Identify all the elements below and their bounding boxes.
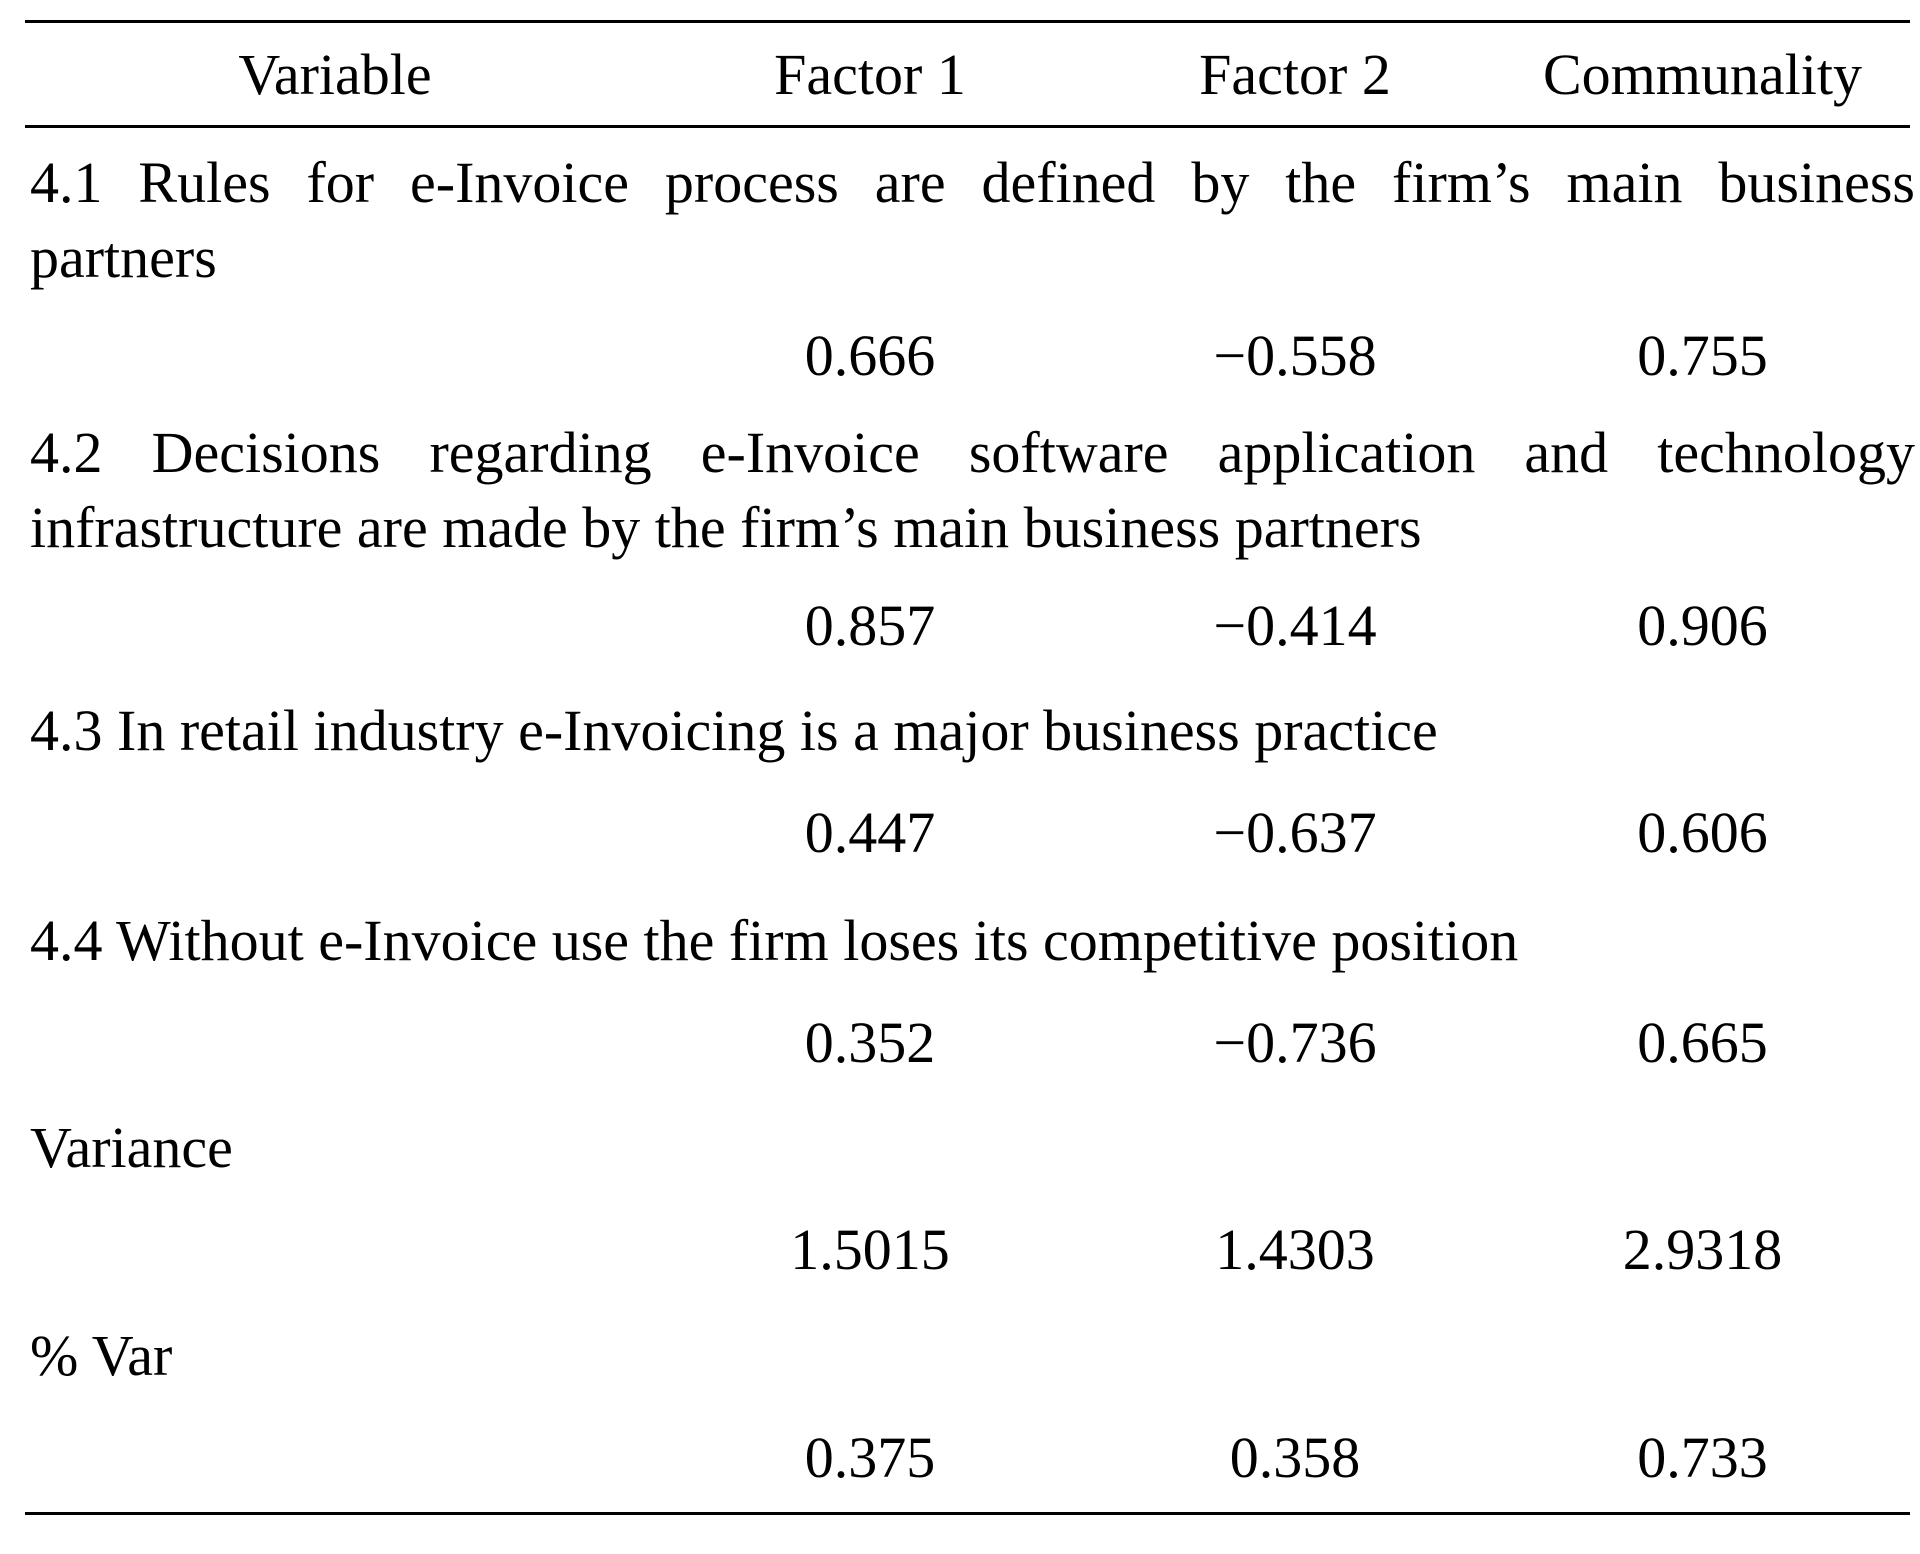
header-factor-1: Factor 1 bbox=[774, 42, 966, 107]
header-factor-2: Factor 2 bbox=[1199, 42, 1391, 107]
table-bottom-rule bbox=[25, 1512, 1910, 1515]
variance-communality: 2.9318 bbox=[1622, 1217, 1783, 1282]
row-4-2-factor-1: 0.857 bbox=[804, 593, 936, 658]
row-4-4-factor-1: 0.352 bbox=[804, 1010, 936, 1075]
row-label-4-2-line2: infrastructure are made by the firm’s ma… bbox=[30, 495, 1422, 560]
row-4-3-factor-1: 0.447 bbox=[804, 800, 936, 865]
row-4-3-communality: 0.606 bbox=[1637, 800, 1768, 865]
row-4-1-factor-1: 0.666 bbox=[804, 323, 936, 388]
row-4-1-factor-2: −0.558 bbox=[1213, 323, 1377, 388]
row-label-variance: Variance bbox=[30, 1115, 233, 1180]
table-row: 0.666 −0.558 0.755 bbox=[25, 318, 1910, 393]
table-row: 0.447 −0.637 0.606 bbox=[25, 795, 1910, 870]
row-4-4-factor-2: −0.736 bbox=[1213, 1010, 1377, 1075]
row-label-percent-var: % Var bbox=[30, 1323, 173, 1388]
row-4-2-communality: 0.906 bbox=[1637, 593, 1768, 658]
table-row: 0.857 −0.414 0.906 bbox=[25, 588, 1910, 663]
percent-var-factor-2: 0.358 bbox=[1229, 1425, 1361, 1490]
row-4-2-factor-2: −0.414 bbox=[1213, 593, 1377, 658]
row-4-1-communality: 0.755 bbox=[1637, 323, 1768, 388]
percent-var-communality: 0.733 bbox=[1637, 1425, 1768, 1490]
percent-var-factor-1: 0.375 bbox=[804, 1425, 936, 1490]
row-label-4-1-line2: partners bbox=[30, 225, 217, 290]
row-label-4-4: 4.4 Without e-Invoice use the firm loses… bbox=[30, 908, 1519, 973]
row-4-3-factor-2: −0.637 bbox=[1213, 800, 1377, 865]
variance-factor-2: 1.4303 bbox=[1215, 1217, 1375, 1282]
table-row: 1.5015 1.4303 2.9318 bbox=[25, 1212, 1910, 1287]
table-top-rule bbox=[25, 20, 1910, 23]
row-label-4-1: 4.1 Rules for e-Invoice process are defi… bbox=[30, 145, 1915, 295]
row-label-4-2-line1: 4.2 Decisions regarding e-Invoice softwa… bbox=[30, 420, 1915, 485]
row-label-4-2: 4.2 Decisions regarding e-Invoice softwa… bbox=[30, 415, 1915, 565]
row-4-4-communality: 0.665 bbox=[1637, 1010, 1768, 1075]
table-row: 0.352 −0.736 0.665 bbox=[25, 1005, 1910, 1080]
header-variable: Variable bbox=[238, 42, 432, 107]
variance-factor-1: 1.5015 bbox=[790, 1217, 950, 1282]
row-label-4-1-line1: 4.1 Rules for e-Invoice process are defi… bbox=[30, 150, 1915, 215]
row-label-4-3: 4.3 In retail industry e-Invoicing is a … bbox=[30, 698, 1438, 763]
table-row: 0.375 0.358 0.733 bbox=[25, 1420, 1910, 1495]
factor-loadings-table: Variable Factor 1 Factor 2 Communality 4… bbox=[25, 0, 1915, 1554]
header-communality: Communality bbox=[1543, 42, 1862, 107]
table-header-rule bbox=[25, 125, 1910, 128]
